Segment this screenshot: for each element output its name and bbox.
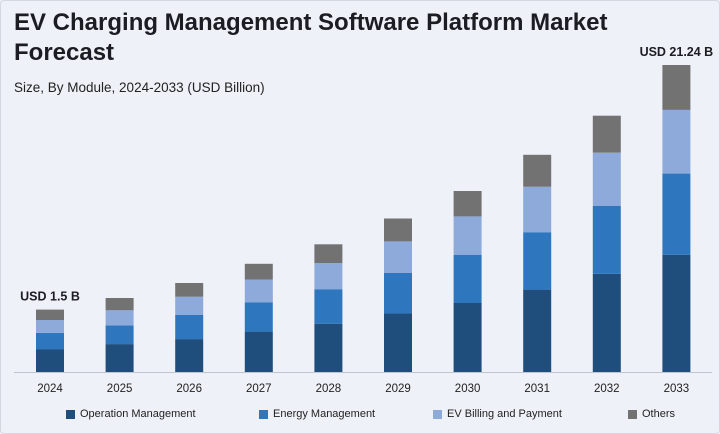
bar-segment-2032-energy-management: [592, 206, 621, 274]
bar-group: [36, 65, 691, 372]
bar-segment-2029-ev-billing-and-payment: [384, 241, 412, 273]
bar-segment-2028-energy-management: [314, 289, 343, 324]
x-tick-label-2024: 2024: [37, 383, 63, 395]
legend-swatch: [259, 409, 268, 419]
annotations: USD 1.5 B USD 21.24 B: [20, 45, 713, 304]
bar-segment-2031-ev-billing-and-payment: [523, 186, 552, 233]
bar-segment-2030-operation-management: [453, 302, 482, 372]
legend-label: Energy Management: [273, 408, 376, 420]
x-tick-label-2026: 2026: [176, 383, 202, 395]
legend-item-ev-billing-and-payment: EV Billing and Payment: [433, 404, 562, 424]
bar-segment-2031-energy-management: [523, 232, 552, 290]
x-tick-label-2032: 2032: [594, 383, 620, 395]
legend-item-energy-management: Energy Management: [259, 404, 375, 424]
bar-segment-2025-others: [105, 298, 134, 311]
bar-segment-2027-others: [244, 263, 273, 280]
bar-segment-2024-ev-billing-and-payment: [36, 320, 64, 333]
bar-segment-2027-operation-management: [244, 331, 273, 372]
bar-segment-2028-others: [314, 244, 343, 263]
bar-segment-2027-ev-billing-and-payment: [244, 279, 273, 303]
bar-segment-2030-others: [453, 191, 482, 217]
bar-segment-2025-operation-management: [105, 344, 134, 372]
bar-segment-2029-others: [384, 218, 412, 242]
bar-segment-2032-operation-management: [592, 273, 621, 372]
legend-label: EV Billing and Payment: [447, 408, 562, 420]
x-tick-label-2030: 2030: [455, 383, 481, 395]
legend-swatch: [628, 409, 637, 419]
x-tick-label-2028: 2028: [316, 383, 342, 395]
bar-segment-2025-ev-billing-and-payment: [105, 310, 134, 326]
legend-item-others: Others: [628, 404, 675, 424]
x-tick-label-2031: 2031: [524, 383, 550, 395]
bar-segment-2026-others: [175, 283, 204, 297]
bar-segment-2032-others: [592, 115, 621, 153]
bar-segment-2028-ev-billing-and-payment: [314, 263, 343, 290]
bar-segment-2030-energy-management: [453, 254, 482, 303]
legend-label: Others: [642, 408, 676, 420]
bar-segment-2026-ev-billing-and-payment: [175, 296, 204, 315]
bar-segment-2029-operation-management: [384, 313, 412, 372]
chart-title: EV Charging Management Software Platform…: [14, 9, 608, 66]
x-tick-labels: 2024 2025 2026 2027 2028 2029 2030 2031 2032 2033: [37, 383, 689, 395]
bar-segment-2032-ev-billing-and-payment: [592, 152, 621, 206]
bar-segment-2026-energy-management: [175, 315, 204, 340]
annotation-label-2033: USD 21.24 B: [640, 45, 714, 59]
chart-subtitle: Size, By Module, 2024-2033 (USD Billion): [14, 80, 265, 95]
bar-segment-2027-energy-management: [244, 302, 273, 332]
bar-segment-2024-operation-management: [36, 349, 64, 372]
bar-segment-2029-energy-management: [384, 273, 412, 314]
x-tick-label-2029: 2029: [385, 383, 411, 395]
x-tick-label-2025: 2025: [107, 383, 133, 395]
legend: Operation Management Energy Management EV …: [0, 404, 720, 424]
legend-item-operation-management: Operation Management: [66, 404, 196, 424]
legend-swatch: [433, 409, 442, 419]
bar-segment-2033-energy-management: [662, 173, 691, 255]
bar-segment-2026-operation-management: [175, 339, 204, 372]
x-tick-label-2033: 2033: [664, 383, 690, 395]
x-tick-label-2027: 2027: [246, 383, 272, 395]
legend-swatch: [66, 409, 75, 419]
bar-segment-2033-ev-billing-and-payment: [662, 109, 691, 174]
legend-label: Operation Management: [80, 408, 196, 420]
bar-segment-2031-operation-management: [523, 289, 552, 372]
bar-segment-2028-operation-management: [314, 323, 343, 372]
bar-segment-2031-others: [523, 154, 552, 187]
bar-segment-2025-energy-management: [105, 325, 134, 345]
bar-segment-2033-operation-management: [662, 254, 691, 372]
bar-segment-2030-ev-billing-and-payment: [453, 216, 482, 255]
annotation-label-2024: USD 1.5 B: [20, 290, 80, 304]
bar-segment-2024-others: [36, 309, 64, 320]
bar-segment-2033-others: [662, 65, 691, 110]
bar-segment-2024-energy-management: [36, 332, 64, 350]
